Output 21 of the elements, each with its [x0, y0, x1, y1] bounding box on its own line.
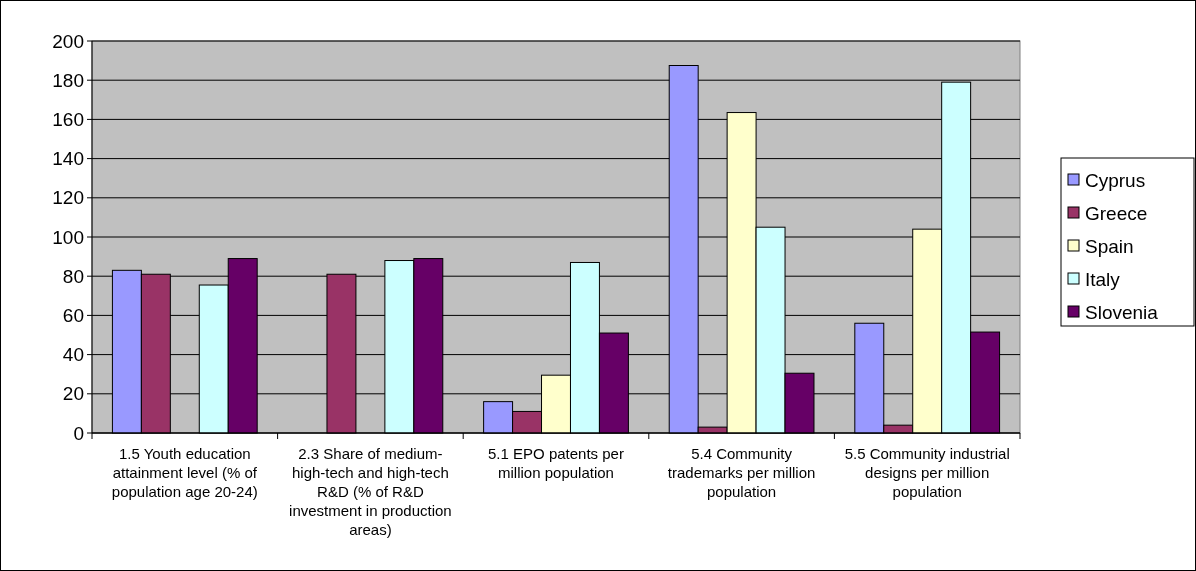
y-tick-label: 180 [52, 69, 84, 91]
y-tick-label: 40 [62, 344, 84, 366]
legend-label: Greece [1085, 202, 1148, 224]
y-tick-label: 200 [52, 30, 84, 52]
x-tick-label: 2.3 Share of medium-high-tech and high-tech R&D (% of R&D investment in production areas) [289, 445, 452, 538]
x-tick-label: 5.1 EPO patents per million population [488, 445, 624, 481]
legend-label: Italy [1085, 268, 1121, 290]
legend-label: Cyprus [1085, 169, 1146, 191]
y-tick-label: 140 [52, 148, 84, 170]
y-tick-label: 0 [73, 422, 84, 444]
y-tick-label: 80 [62, 265, 84, 287]
legend-label: Slovenia [1085, 301, 1159, 323]
legend-label: Spain [1085, 235, 1134, 257]
y-tick-label: 20 [62, 383, 84, 405]
y-tick-label: 100 [52, 226, 84, 248]
y-tick-label: 120 [52, 187, 84, 209]
x-tick-label: 5.4 Community trademarks per million population [667, 445, 816, 500]
x-tick-label: 5.5 Community industrial designs per million population [844, 445, 1010, 500]
y-tick-label: 160 [52, 109, 84, 131]
y-tick-label: 60 [62, 305, 84, 327]
x-tick-label: 1.5 Youth education attainment level (% of population age 20-24) [111, 445, 258, 500]
